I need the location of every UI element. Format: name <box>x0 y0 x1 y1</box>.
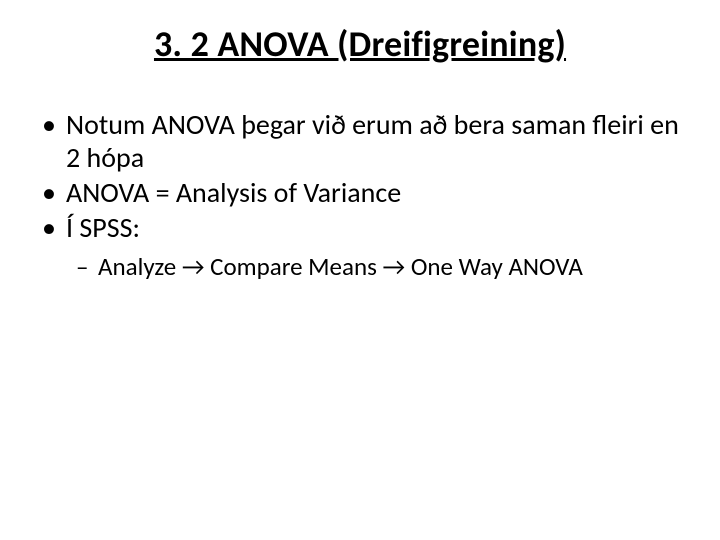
list-item: Í SPSS: <box>36 211 684 244</box>
slide: 3. 2 ANOVA (Dreifigreining) Notum ANOVA … <box>0 0 720 540</box>
list-item: Notum ANOVA þegar við erum að bera saman… <box>36 108 684 174</box>
bullet-list: Notum ANOVA þegar við erum að bera saman… <box>36 108 684 282</box>
list-sub-item: Analyze → Compare Means → One Way ANOVA <box>36 252 684 282</box>
list-item: ANOVA = Analysis of Variance <box>36 176 684 209</box>
slide-title: 3. 2 ANOVA (Dreifigreining) <box>36 22 684 66</box>
